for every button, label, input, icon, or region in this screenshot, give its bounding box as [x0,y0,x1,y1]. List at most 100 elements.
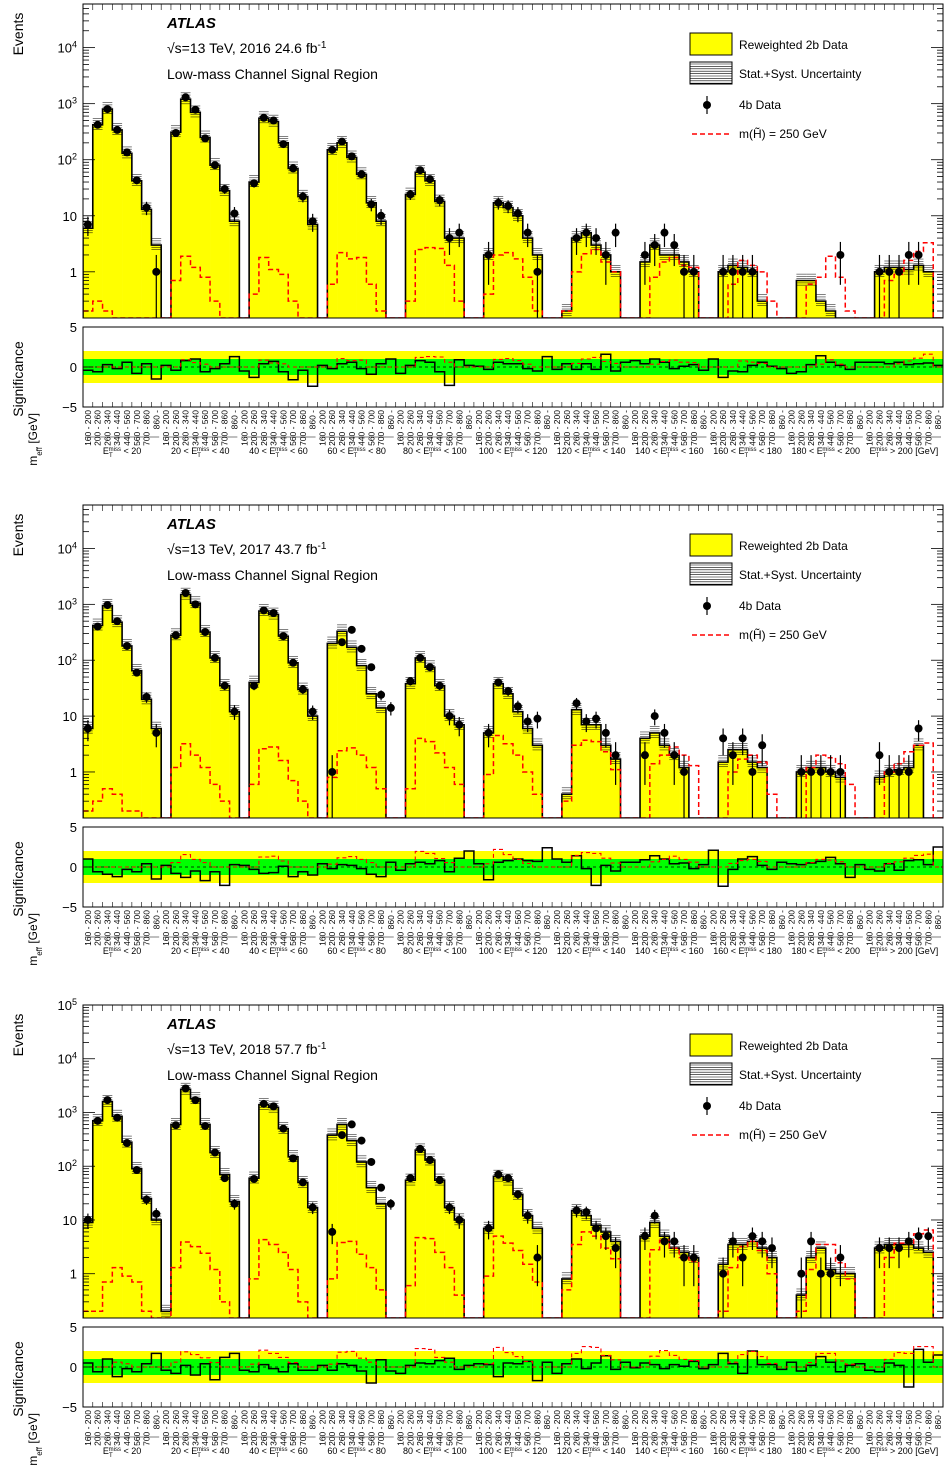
group-label: 40 < ETmiss < 60 [249,946,308,959]
x-bin-label: 260 - 340 [884,1410,894,1446]
data-point-4b [191,105,200,114]
data-point-4b [357,170,366,179]
x-bin-label: 860 - [229,1410,239,1430]
data-point-4b [171,1121,180,1130]
bar-2b [894,1244,905,1318]
data-point-4b [875,254,884,318]
panel-3: 1 10 102 103 104 105 Events ATLAS √s=13 TeV, 201… [10,997,944,1466]
x-bin-label: 160 - 200 [708,1410,718,1446]
x-bin-label: 440 - 560 [747,1410,757,1446]
x-bin-label: 440 - 560 [122,410,132,446]
data-point-4b [523,1209,532,1224]
group-label: ETmiss < 20 [103,446,141,459]
data-point-4b [357,644,366,653]
data-point-4b [689,1245,698,1287]
x-bin-label: 160 - 200 [83,1410,93,1446]
bar-2b [610,271,621,318]
data-point-4b [103,105,112,114]
bar-2b [600,254,612,318]
data-point-4b [758,1231,767,1258]
data-point-4b [807,1231,816,1258]
x-bin-label: 260 - 340 [102,1410,112,1446]
bar-2b [83,228,94,318]
x-bin-label: 560 - 700 [288,410,298,446]
data-point-4b [308,213,317,232]
bar-2b [728,1244,739,1318]
data-point-4b [328,145,337,154]
x-bin-label: 260 - 340 [337,410,347,446]
x-bin-label: 560 - 700 [601,1410,611,1446]
legend-label-signal: m(H̃) = 250 GeV [739,126,827,141]
data-point-4b [650,233,659,267]
bar-2b [102,605,113,818]
bar-2b [141,209,152,318]
y-tick-label: 104 [58,540,77,556]
data-point-4b [797,1257,806,1318]
bar-2b [366,202,377,318]
x-bin-label: 560 - 700 [444,410,454,446]
x-bin-label: 340 - 440 [269,910,279,946]
signal-line [83,1229,943,1318]
bar-2b [307,716,318,818]
data-point-4b [816,755,825,818]
bar-2b [444,716,455,818]
data-point-4b [279,632,288,641]
data-point-4b [826,755,835,818]
bar-2b [513,1194,524,1318]
group-label: 160 < ETmiss < 180 [713,946,782,959]
x-bin-label: 260 - 340 [728,910,738,946]
x-bin-label: 260 - 340 [884,910,894,946]
data-point-4b [728,1231,737,1258]
x-bin-label: 860 - [855,910,865,930]
bar-2b [591,1225,602,1318]
data-point-4b [337,638,346,647]
data-point-4b [328,1223,337,1245]
y-axis-title: Events [10,1014,26,1057]
bar-2b [307,1207,318,1318]
data-point-4b [904,755,913,818]
bar-2b [190,603,201,818]
x-bin-label: 560 - 700 [914,910,924,946]
data-point-4b [836,241,845,285]
data-point-4b [924,1227,933,1250]
bar-2b [405,194,416,318]
x-bin-label: 860 - [542,410,552,430]
x-bin-label: 560 - 700 [601,910,611,946]
data-point-4b [494,1170,503,1179]
bar-2b [503,207,514,318]
data-point-4b [259,113,268,122]
bar-2b [190,1098,201,1318]
signal-significance [83,353,943,368]
x-bin-label: 700 - 860 [376,410,386,446]
bar-2b [415,1150,426,1318]
group-label: 120 < ETmiss < 140 [557,446,626,459]
legend-label-2b: Reweighted 2b Data [739,539,848,553]
x-bin-label: 200 - 260 [405,1410,415,1446]
x-bin-label: 260 - 340 [493,1410,503,1446]
significance-panel: −5 0 5 Significance [10,320,944,417]
data-point-4b [680,755,689,818]
x-bin-label: 160 - 200 [630,410,640,446]
data-point-4b [895,254,904,318]
x-axis-labels: 160 - 200 200 - 260 260 - 340 340 - 440 440 … [26,410,943,466]
data-point-4b [289,658,298,667]
bar-2b [503,1180,514,1318]
x-bin-label: 560 - 700 [835,910,845,946]
data-point-4b [572,697,581,710]
data-point-4b [494,678,503,687]
significance-panel: −5 0 5 Significance [10,820,944,917]
data-point-4b [601,241,610,285]
bar-2b [278,1128,289,1318]
bar-2b [913,1248,924,1318]
data-point-4b [885,755,894,818]
region-label: Low-mass Channel Signal Region [167,1067,378,1083]
bar-2b [405,1180,416,1318]
x-axis-labels: 160 - 200 200 - 260 260 - 340 340 - 440 440 … [26,910,943,966]
x-bin-label: 440 - 560 [669,910,679,946]
legend-label-2b: Reweighted 2b Data [739,1039,848,1053]
data-point-4b [93,120,102,129]
x-bin-label: 440 - 560 [669,410,679,446]
data-point-4b [337,137,346,146]
x-bin-label: 700 - 860 [532,910,542,946]
x-bin-label: 160 - 200 [552,910,562,946]
